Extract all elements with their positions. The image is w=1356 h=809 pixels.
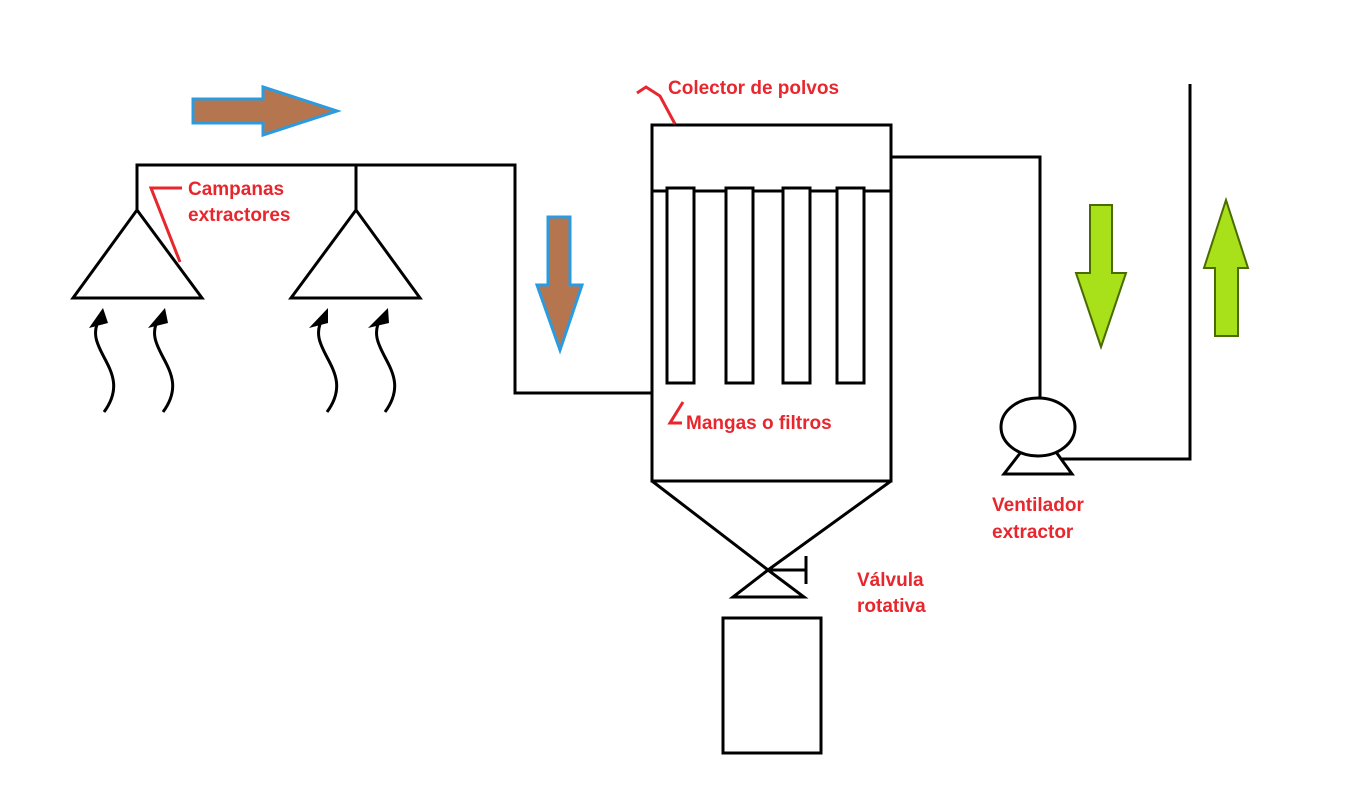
filters-label: Mangas o filtros	[686, 413, 832, 434]
filter-bag	[781, 186, 812, 385]
rising-dust-arrow-icon	[148, 308, 175, 413]
arrow-down-brown-icon	[534, 215, 585, 355]
arrow-up-green-icon	[1202, 196, 1250, 337]
filters-leader	[667, 401, 685, 425]
filter-bag	[724, 186, 755, 385]
extraction-fan	[999, 396, 1077, 476]
rotary-valve	[728, 556, 809, 599]
rising-dust-arrow-icon	[89, 308, 116, 413]
fan-label-line1: Ventilador	[992, 495, 1084, 516]
arrow-down-green-icon	[1074, 204, 1128, 351]
extraction-hood-right	[288, 207, 423, 300]
arrow-right-brown-icon	[191, 84, 342, 138]
filter-bags	[665, 186, 866, 385]
hoods-leader	[148, 186, 182, 263]
rising-dust-arrow-icon	[309, 308, 339, 413]
rising-dust-arrow-icon	[368, 308, 397, 413]
collector-leader	[636, 85, 677, 125]
collector-label: Colector de polvos	[668, 78, 839, 99]
hoods-label-line1: Campanas	[188, 179, 284, 200]
inlet-duct	[135, 163, 652, 395]
valve-label-line1: Válvula	[857, 570, 924, 591]
filter-bag	[665, 186, 696, 385]
extraction-hood-left	[70, 207, 205, 300]
valve-label-line2: rotativa	[857, 596, 926, 617]
filter-bag	[835, 186, 866, 385]
fan-label-line2: extractor	[992, 522, 1074, 543]
outlet-duct	[891, 84, 1192, 461]
collection-bin	[721, 616, 823, 755]
hoods-label-line2: extractores	[188, 205, 290, 226]
